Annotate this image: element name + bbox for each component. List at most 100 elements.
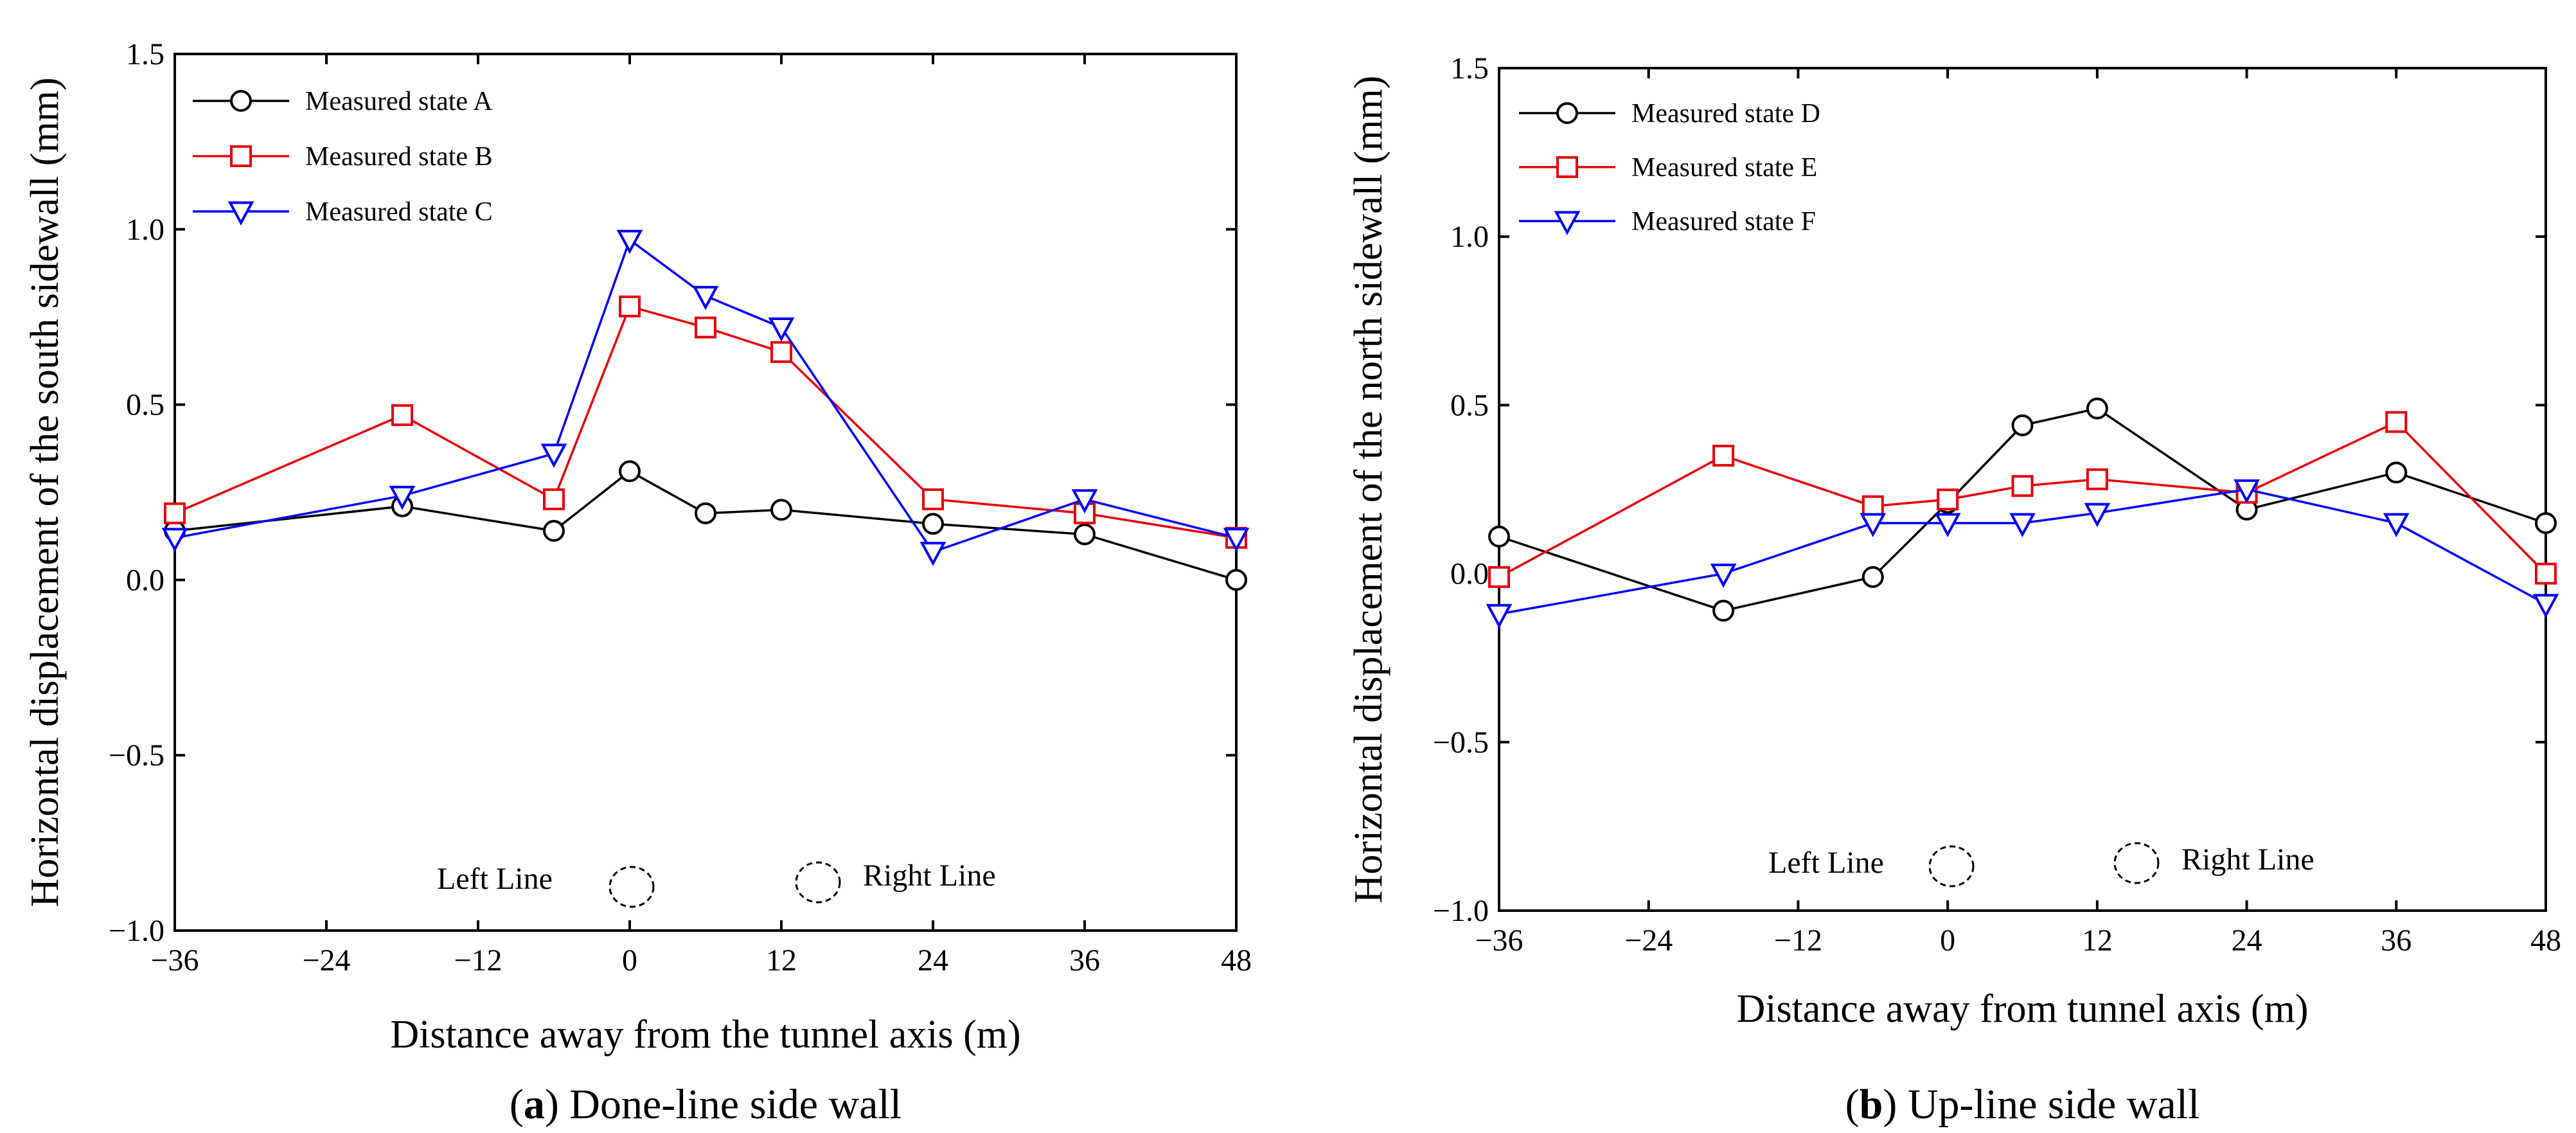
chart-panel-b: −36 −24 −12 0 12 24 36 48 −1.0 −0.5 0.0 0.5 1.0 1.5 Di…: [1347, 51, 2561, 1128]
x-tick-label: 36: [2381, 923, 2412, 958]
y-tick-label: 1.0: [126, 213, 164, 247]
series-line: [174, 470, 1237, 582]
legend-entry: Measured state D: [1519, 99, 1820, 129]
left-line-label: Left Line: [437, 862, 553, 896]
series-measured-state-f: [1486, 479, 2559, 629]
data-point: [1225, 569, 1247, 591]
right-line-label: Right Line: [2181, 843, 2314, 877]
right-line-label: Right Line: [863, 859, 996, 893]
legend-label: Measured state B: [305, 142, 493, 172]
data-point: [2385, 461, 2408, 484]
y-tick-label: 0.0: [1450, 557, 1489, 591]
data-point: [164, 502, 186, 524]
x-tick-label: 24: [2232, 923, 2262, 958]
y-tick-label: −0.5: [1433, 726, 1489, 760]
y-axis-title: Horizontal displacement of the north sid…: [1347, 76, 1390, 904]
left-tunnel-icon: [608, 866, 655, 908]
data-point: [1223, 528, 1250, 552]
series-line: [1498, 407, 2546, 612]
data-point: [540, 443, 567, 468]
legend-marker: [1556, 102, 1578, 124]
data-point: [1488, 525, 1510, 548]
caption-text: Up-line side wall: [1897, 1081, 2199, 1128]
right-tunnel-icon: [795, 861, 841, 904]
data-point: [2084, 503, 2111, 528]
data-point: [2011, 475, 2034, 497]
legend-marker: [230, 90, 252, 112]
data-point: [619, 295, 641, 317]
legend-entry: Measured state A: [193, 87, 493, 116]
x-tick-label: −12: [454, 943, 502, 977]
y-tick-label: −0.5: [109, 738, 164, 772]
left-line-label: Left Line: [1768, 846, 1884, 880]
x-axis-title: Distance away from tunnel axis (m): [1736, 987, 2308, 1031]
x-tick-label: 36: [1069, 943, 1100, 977]
data-point: [1486, 603, 1513, 629]
data-point: [391, 404, 413, 426]
x-tick-label: 48: [2530, 923, 2561, 958]
legend-entry: Measured state E: [1519, 153, 1817, 183]
x-tick-label: −24: [302, 943, 350, 977]
data-point: [1710, 564, 1737, 588]
caption-paren: ): [1883, 1081, 1897, 1128]
data-point: [692, 285, 719, 310]
caption-letter: b: [1860, 1081, 1883, 1128]
legend-marker: [230, 145, 252, 167]
caption-paren: (: [1845, 1081, 1860, 1128]
data-point: [695, 316, 716, 339]
data-point: [2234, 479, 2260, 504]
data-point: [922, 513, 944, 535]
data-point: [2086, 468, 2108, 490]
data-point: [2011, 414, 2034, 436]
x-tick-label: 24: [918, 943, 948, 977]
legend-label: Measured state E: [1631, 153, 1817, 183]
y-axis-title: Horizontal displacement of the south sid…: [23, 77, 67, 907]
y-tick-label: 1.0: [1450, 220, 1489, 254]
legend-marker: [227, 201, 254, 226]
data-point: [695, 502, 716, 524]
series-measured-state-e: [1488, 411, 2557, 588]
data-point: [2009, 513, 2036, 537]
data-point: [616, 229, 643, 254]
y-tick-label: 0.5: [1450, 388, 1489, 422]
y-tick-label: 0.0: [126, 563, 164, 597]
series-line: [1498, 420, 2547, 578]
data-point: [1074, 523, 1096, 546]
x-tick-label: 0: [622, 943, 637, 977]
y-tick-label: −1.0: [1433, 894, 1489, 928]
legend-label: Measured state A: [305, 87, 493, 116]
caption-paren: (: [510, 1081, 524, 1128]
data-point: [1937, 488, 1959, 511]
legend-entry: Measured state C: [193, 197, 493, 227]
data-point: [389, 485, 416, 510]
data-point: [919, 542, 946, 566]
series-measured-state-c: [161, 229, 1250, 566]
x-tick-label: −36: [1475, 923, 1523, 958]
x-tick-label: 48: [1221, 943, 1252, 977]
data-point: [1712, 445, 1735, 467]
data-point: [2535, 562, 2557, 585]
x-tick-label: −24: [1624, 923, 1673, 958]
legend-label: Measured state D: [1631, 99, 1820, 129]
y-tick-label: 1.5: [1450, 51, 1489, 85]
series-measured-state-a: [164, 460, 1247, 591]
left-tunnel-icon: [1928, 845, 1975, 888]
data-point: [161, 528, 188, 552]
data-point: [770, 341, 792, 363]
plot-frame: [1498, 67, 2547, 912]
data-point: [619, 460, 641, 483]
series-line: [1498, 488, 2546, 616]
data-point: [543, 520, 565, 542]
y-tick-label: −1.0: [109, 914, 164, 948]
data-point: [2532, 594, 2559, 618]
legend-label: Measured state F: [1631, 207, 1816, 236]
caption-paren: ): [545, 1081, 559, 1128]
caption-text: Done-line side wall: [559, 1081, 902, 1128]
y-tick-label: 0.5: [126, 388, 164, 422]
legend-marker: [1556, 156, 1578, 178]
plot-frame: [173, 53, 1238, 932]
data-point: [2086, 397, 2108, 420]
right-tunnel-icon: [2113, 842, 2160, 884]
data-point: [770, 499, 792, 521]
